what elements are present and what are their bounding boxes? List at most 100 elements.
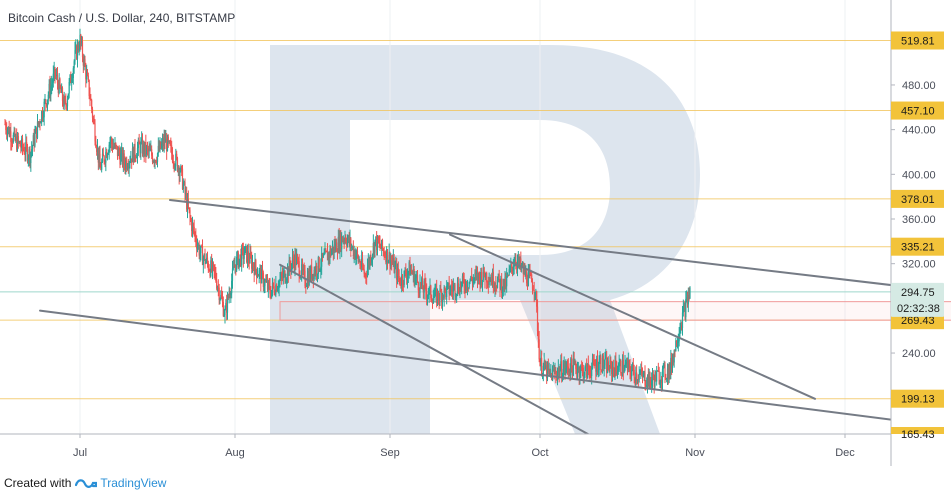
candle-body: [626, 361, 628, 364]
candle-body: [179, 171, 181, 177]
candle-body: [523, 268, 525, 274]
candle-body: [373, 243, 375, 253]
candle-body: [13, 130, 15, 135]
candle-body: [390, 260, 392, 267]
candle-body: [608, 369, 610, 372]
candle-body: [683, 305, 685, 308]
tradingview-brand[interactable]: TradingView: [100, 476, 167, 490]
candle-body: [580, 366, 582, 374]
candle-body: [47, 94, 49, 100]
candle-body: [495, 284, 497, 288]
candle-body: [297, 258, 299, 262]
candle-body: [397, 268, 399, 277]
candle-body: [429, 285, 431, 288]
candle-body: [7, 126, 9, 130]
candle-body: [541, 357, 543, 375]
candle-body: [135, 156, 137, 158]
candle-body: [415, 277, 417, 279]
candle-body: [616, 367, 618, 375]
candle-body: [34, 133, 36, 146]
candle-body: [285, 281, 287, 283]
candle-body: [414, 278, 416, 285]
candle-body: [70, 75, 72, 83]
candle-body: [647, 376, 649, 386]
candle-body: [291, 257, 294, 264]
candle-body: [204, 254, 206, 264]
candle-body: [555, 370, 557, 376]
candle-body: [103, 156, 105, 162]
candle-body: [138, 140, 140, 145]
candle-body: [399, 278, 401, 285]
candle-body: [298, 261, 300, 277]
candle-body: [467, 287, 469, 289]
candle-body: [516, 264, 518, 268]
candle-body: [259, 269, 261, 271]
candle-body: [274, 292, 276, 295]
candle-body: [127, 167, 129, 169]
candle-body: [8, 126, 10, 136]
candle-body: [81, 41, 84, 58]
candle-body: [87, 75, 89, 80]
candle-body: [80, 35, 82, 44]
candle-body: [199, 253, 201, 256]
tradingview-logo-icon[interactable]: [75, 476, 98, 490]
candle-body: [166, 138, 168, 152]
candle-body: [263, 286, 265, 288]
candle-body: [15, 136, 17, 140]
candle-body: [206, 257, 208, 262]
price-chart[interactable]: 480.00 440.00 400.00 360.00 320.00 240.00 Jul…: [0, 0, 951, 466]
candle-body: [661, 368, 664, 383]
candle-body: [654, 372, 656, 387]
candle-body: [505, 277, 507, 287]
candle-body: [262, 272, 264, 287]
candle-body: [66, 104, 68, 107]
candle-body: [148, 148, 150, 152]
candle-body: [49, 83, 51, 96]
candle-body: [462, 275, 464, 281]
candle-body: [568, 371, 570, 373]
candle-body: [251, 256, 253, 269]
candle-body: [566, 362, 569, 367]
candle-body: [327, 252, 329, 261]
candle-body: [376, 236, 378, 251]
candle-body: [360, 265, 362, 268]
candle-body: [440, 288, 442, 292]
candle-body: [4, 124, 6, 126]
candle-body: [67, 93, 69, 100]
candle-body: [155, 160, 157, 162]
candle-body: [163, 137, 165, 147]
candle-body: [449, 291, 451, 294]
candle-body: [248, 260, 250, 263]
candle-body: [662, 365, 664, 369]
candle-body: [675, 340, 677, 352]
candle-body: [443, 287, 445, 299]
candle-body: [43, 101, 45, 118]
candle-body: [645, 385, 647, 387]
level-tag-background: [891, 389, 944, 408]
candle-body: [301, 264, 304, 271]
candle-body: [671, 359, 674, 368]
candle-body: [131, 158, 133, 163]
candle-body: [141, 139, 144, 155]
candle-body: [41, 111, 43, 123]
candle-body: [665, 377, 667, 379]
candle-body: [66, 99, 69, 107]
candle-body: [604, 358, 606, 366]
candle-body: [575, 362, 577, 369]
candle-body: [36, 127, 38, 138]
candle-body: [312, 274, 314, 280]
candle-body: [656, 371, 658, 382]
candle-body: [370, 256, 372, 263]
candle-body: [366, 267, 369, 277]
price-axis[interactable]: 480.00 440.00 400.00 360.00 320.00 240.00: [891, 80, 936, 360]
candle-body: [334, 244, 336, 250]
candle-body: [244, 246, 246, 255]
candle-body: [238, 258, 240, 268]
candle-body: [466, 281, 468, 289]
candle-body: [266, 281, 269, 290]
candle-body: [89, 96, 91, 99]
candle-body: [436, 288, 438, 303]
candle-body: [461, 282, 463, 289]
time-axis[interactable]: Jul Aug Sep Oct Nov Dec: [73, 434, 855, 459]
candle-body: [378, 242, 380, 244]
